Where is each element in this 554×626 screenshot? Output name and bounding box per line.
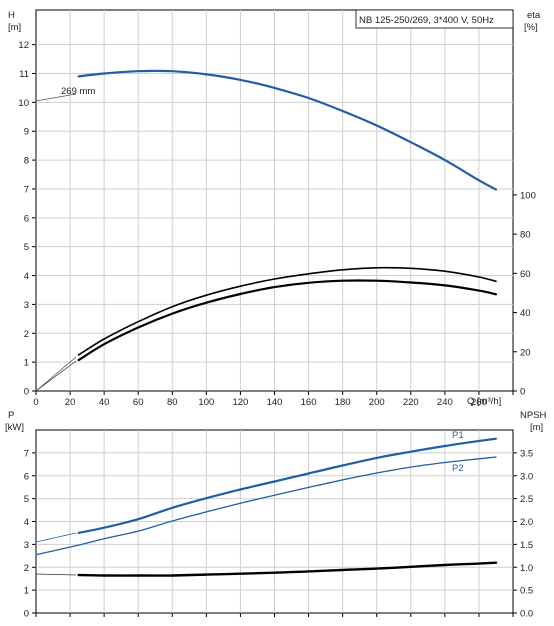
- x-tick-label: 20: [65, 397, 76, 408]
- x-tick-label: 100: [198, 397, 214, 408]
- p2-curve-label: P2: [452, 463, 464, 474]
- chart-title-box: [355, 9, 514, 29]
- y-right-tick-label: 1.5: [520, 540, 533, 551]
- chart-title: NB 125-250/269, 3*400 V, 50Hz: [359, 15, 494, 26]
- eta2-curve-extension: [35, 360, 77, 392]
- x-tick-label: 180: [335, 397, 351, 408]
- y-left-tick-label: 11: [19, 69, 29, 80]
- y-left-tick-label: 6: [24, 471, 29, 482]
- y-left-tick-label: 3: [24, 300, 29, 311]
- series-line-2: [77, 279, 498, 362]
- top-curves: [35, 69, 498, 392]
- x-tick-label: 40: [99, 397, 110, 408]
- bottom-left-axis-title-line1: P: [8, 410, 14, 421]
- x-tick-label: 140: [267, 397, 283, 408]
- y-left-tick-label: 0: [24, 609, 29, 620]
- head-curve-label: 269 mm: [61, 86, 95, 97]
- series-line-1: [77, 266, 497, 356]
- x-tick-label: 160: [301, 397, 317, 408]
- y-left-tick-label: 2: [24, 563, 29, 574]
- y-left-tick-label: 5: [24, 494, 29, 505]
- y-right-tick-label: 3.5: [520, 448, 533, 459]
- y-left-tick-label: 1: [24, 586, 29, 597]
- bottom-right-axis-title-line1: NPSH: [520, 410, 547, 421]
- series-line-1: [35, 456, 497, 556]
- eta-curve-extension: [35, 356, 77, 392]
- bottom-gridlines: [36, 430, 513, 613]
- top-right-axis-title-line1: eta: [527, 10, 541, 21]
- y-right-tick-label: 2.0: [520, 517, 533, 528]
- y-right-tick-label: 60: [520, 269, 531, 280]
- series-line-0: [77, 69, 498, 191]
- p1-curve-label: P1: [452, 430, 464, 441]
- y-left-tick-label: 0: [24, 387, 29, 398]
- y-right-tick-label: 40: [520, 308, 531, 319]
- y-left-tick-label: 4: [24, 517, 29, 528]
- top-left-axis-title-line2: [m]: [8, 22, 21, 33]
- series-line-2: [77, 561, 498, 577]
- npsh-curve-extension: [35, 573, 77, 576]
- bottom-ticks: 0 1 2 3 4 5 6 7 0.0 0.5 1.0 1.5 2.0 2.5 3.0 3.5: [24, 448, 534, 619]
- y-left-tick-label: 12: [18, 40, 29, 51]
- top-gridlines: [36, 10, 513, 391]
- bottom-curves: [35, 437, 498, 577]
- y-left-tick-label: 9: [24, 127, 29, 138]
- x-tick-label: 200: [369, 397, 385, 408]
- y-left-tick-label: 8: [24, 156, 29, 167]
- top-left-axis-title-line1: H: [8, 10, 15, 21]
- y-right-tick-label: 0: [520, 387, 525, 398]
- y-left-tick-label: 10: [18, 98, 29, 109]
- y-right-tick-label: 100: [520, 190, 536, 201]
- y-right-tick-label: 2.5: [520, 494, 533, 505]
- head-curve-extension: [35, 93, 77, 102]
- bottom-right-axis-title-line2: [m]: [530, 422, 543, 433]
- top-panel: 0 20 40 60 80 100 120 140 160 180 200 220 240 2600123…: [8, 9, 541, 408]
- y-left-tick-label: 1: [24, 358, 29, 369]
- y-right-tick-label: 3.0: [520, 471, 533, 482]
- y-left-tick-label: 7: [24, 184, 29, 195]
- bottom-left-axis-title-line2: [kW]: [5, 422, 24, 433]
- top-right-axis-title-line2: [%]: [524, 22, 538, 33]
- y-right-tick-label: 20: [520, 347, 531, 358]
- x-tick-label: 120: [232, 397, 248, 408]
- y-left-tick-label: 4: [24, 271, 29, 282]
- y-left-tick-label: 6: [24, 213, 29, 224]
- y-right-tick-label: 1.0: [520, 563, 533, 574]
- y-left-tick-label: 2: [24, 329, 29, 340]
- top-ticks: 0 20 40 60 80 100 120 140 160 180 200 220 240 2600123…: [18, 40, 535, 408]
- x-tick-label: 60: [133, 397, 144, 408]
- y-right-tick-label: 80: [520, 230, 531, 241]
- y-left-tick-label: 7: [24, 448, 29, 459]
- x-tick-label: 0: [33, 397, 38, 408]
- x-tick-label: 220: [403, 397, 419, 408]
- p1-curve-extension: [35, 532, 77, 543]
- y-right-tick-label: 0.5: [520, 586, 533, 597]
- x-tick-label: 260: [471, 397, 487, 408]
- y-left-tick-label: 5: [24, 242, 29, 253]
- y-left-tick-label: 3: [24, 540, 29, 551]
- series-line-0: [77, 437, 498, 534]
- x-tick-label: 80: [167, 397, 178, 408]
- x-axis-label: Q [m³/h]: [467, 396, 501, 407]
- x-tick-label: 240: [437, 397, 453, 408]
- y-right-tick-label: 0.0: [520, 609, 533, 620]
